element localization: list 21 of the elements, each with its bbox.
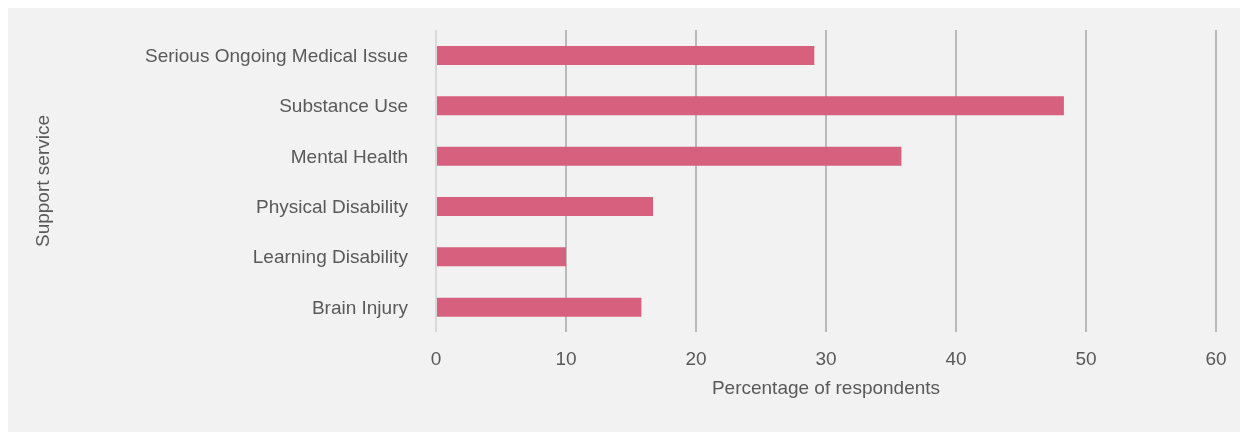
y-tick-label: Mental Health — [290, 145, 408, 167]
x-tick-label: 10 — [555, 348, 577, 370]
x-tick-label: 40 — [945, 348, 967, 370]
x-tick-label: 20 — [685, 348, 707, 370]
x-tick-label: 30 — [815, 348, 837, 370]
x-tick-label: 0 — [430, 348, 442, 370]
bar — [436, 46, 815, 65]
x-axis-title: Percentage of respondents — [711, 377, 941, 398]
y-tick-label: Learning Disability — [252, 246, 409, 268]
bar — [436, 247, 566, 267]
bar — [436, 146, 902, 166]
y-axis-title: Support service — [31, 114, 53, 248]
bar — [436, 297, 642, 317]
x-tick-label: 60 — [1205, 348, 1227, 370]
bar — [436, 197, 654, 216]
x-tick-label: 50 — [1075, 348, 1097, 370]
y-tick-label: Substance Use — [279, 95, 408, 117]
bar — [436, 96, 1064, 116]
y-tick-label: Physical Disability — [255, 195, 409, 217]
y-tick-label: Serious Ongoing Medical Issue — [145, 44, 408, 66]
y-tick-label: Brain Injury — [311, 296, 409, 318]
